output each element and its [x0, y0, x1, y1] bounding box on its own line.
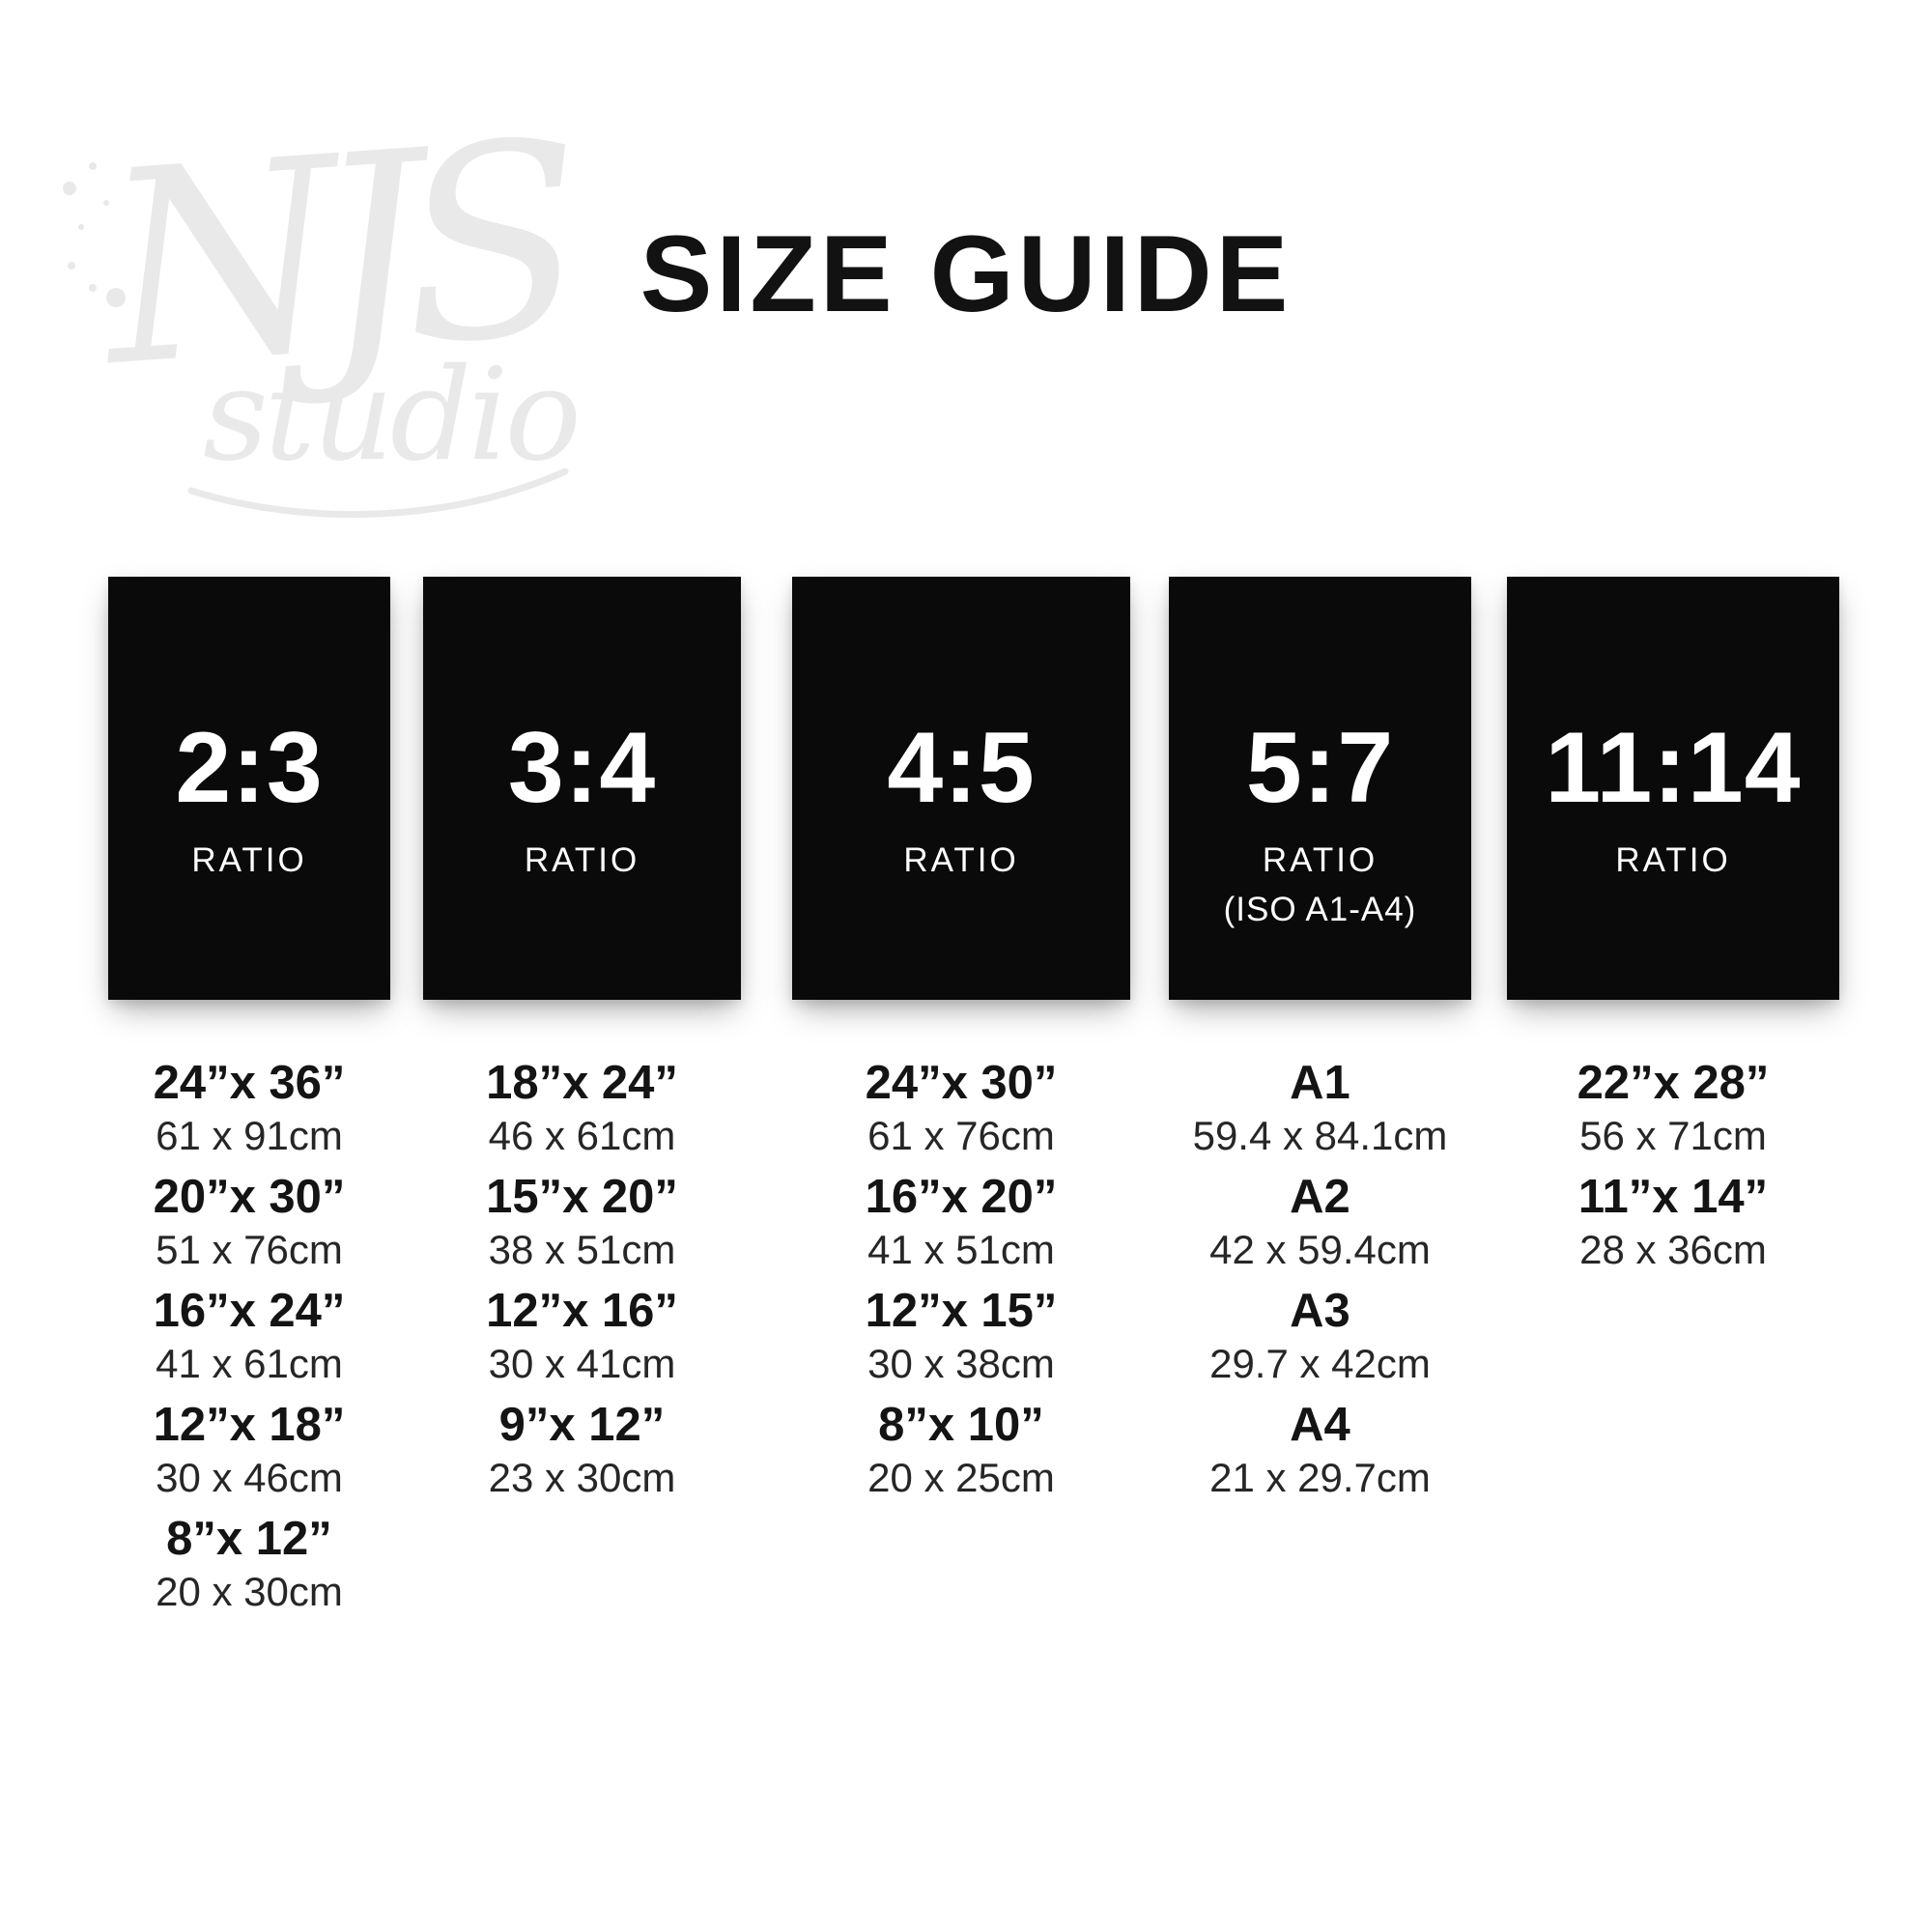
- size-centimeters: 59.4 x 84.1cm: [1192, 1113, 1448, 1158]
- size-centimeters: 21 x 29.7cm: [1209, 1455, 1431, 1500]
- size-centimeters: 30 x 46cm: [156, 1455, 343, 1500]
- size-list: 18”x 24” 46 x 61cm 15”x 20” 38 x 51cm 12…: [423, 1060, 741, 1516]
- size-item: A1 59.4 x 84.1cm: [1193, 1060, 1448, 1156]
- size-inches: 12”x 15”: [865, 1285, 1058, 1337]
- size-item: 24”x 30” 61 x 76cm: [866, 1060, 1058, 1156]
- size-list: 24”x 30” 61 x 76cm 16”x 20” 41 x 51cm 12…: [792, 1060, 1130, 1516]
- size-inches: 24”x 30”: [865, 1057, 1058, 1109]
- size-inches: 8”x 12”: [166, 1513, 332, 1565]
- size-item: 22”x 28” 56 x 71cm: [1577, 1060, 1770, 1156]
- size-centimeters: 30 x 41cm: [488, 1341, 676, 1386]
- ratio-label: RATIO: [1615, 841, 1731, 879]
- size-item: 9”x 12” 23 x 30cm: [489, 1402, 676, 1498]
- size-centimeters: 46 x 61cm: [488, 1113, 676, 1158]
- size-inches: A1: [1290, 1057, 1350, 1109]
- ratio-column: 2:3 RATIO 24”x 36” 61 x 91cm 20”x 30” 51…: [108, 577, 390, 1630]
- size-centimeters: 30 x 38cm: [867, 1341, 1055, 1386]
- size-inches: A2: [1290, 1171, 1350, 1223]
- ratio-card: 11:14 RATIO: [1507, 577, 1839, 1000]
- ratio-column: 5:7 RATIO (ISO A1-A4) A1 59.4 x 84.1cm A…: [1169, 577, 1471, 1516]
- ratio-card: 4:5 RATIO: [792, 577, 1130, 1000]
- size-inches: 11”x 14”: [1577, 1171, 1769, 1223]
- size-centimeters: 42 x 59.4cm: [1209, 1227, 1431, 1272]
- ratio-column: 4:5 RATIO 24”x 30” 61 x 76cm 16”x 20” 41…: [792, 577, 1130, 1516]
- size-item: 16”x 20” 41 x 51cm: [866, 1174, 1058, 1270]
- size-inches: 20”x 30”: [153, 1171, 346, 1223]
- size-item: 16”x 24” 41 x 61cm: [154, 1288, 346, 1384]
- size-inches: 22”x 28”: [1577, 1057, 1770, 1109]
- ratio-label: RATIO: [191, 841, 307, 879]
- ratio-card: 2:3 RATIO: [108, 577, 390, 1000]
- size-inches: 16”x 20”: [865, 1171, 1058, 1223]
- size-item: 12”x 16” 30 x 41cm: [486, 1288, 678, 1384]
- size-item: 15”x 20” 38 x 51cm: [486, 1174, 678, 1270]
- ratio-number: 3:4: [507, 712, 657, 824]
- ratio-column: 3:4 RATIO 18”x 24” 46 x 61cm 15”x 20” 38…: [423, 577, 741, 1516]
- size-centimeters: 23 x 30cm: [488, 1455, 676, 1500]
- size-centimeters: 29.7 x 42cm: [1209, 1341, 1431, 1386]
- size-centimeters: 20 x 25cm: [867, 1455, 1055, 1500]
- size-centimeters: 41 x 51cm: [867, 1227, 1055, 1272]
- size-centimeters: 38 x 51cm: [488, 1227, 676, 1272]
- size-item: A2 42 x 59.4cm: [1209, 1174, 1431, 1270]
- size-centimeters: 51 x 76cm: [156, 1227, 343, 1272]
- size-inches: 12”x 16”: [486, 1285, 678, 1337]
- size-centimeters: 41 x 61cm: [156, 1341, 343, 1386]
- ratio-number: 4:5: [887, 712, 1036, 824]
- size-list: A1 59.4 x 84.1cm A2 42 x 59.4cm A3 29.7 …: [1169, 1060, 1471, 1516]
- ratio-label: RATIO: [1262, 841, 1378, 879]
- iso-note: (ISO A1-A4): [1223, 891, 1417, 928]
- ratio-label: RATIO: [903, 841, 1019, 879]
- ratio-number: 11:14: [1545, 712, 1802, 824]
- page-title: SIZE GUIDE: [639, 213, 1293, 334]
- ratio-label: RATIO: [524, 841, 640, 879]
- size-item: 8”x 10” 20 x 25cm: [867, 1402, 1055, 1498]
- ratio-card: 3:4 RATIO: [423, 577, 741, 1000]
- size-list: 24”x 36” 61 x 91cm 20”x 30” 51 x 76cm 16…: [108, 1060, 390, 1630]
- size-inches: 16”x 24”: [153, 1285, 346, 1337]
- size-item: 12”x 18” 30 x 46cm: [154, 1402, 346, 1498]
- size-item: A3 29.7 x 42cm: [1209, 1288, 1431, 1384]
- ratio-number: 2:3: [175, 712, 324, 824]
- size-item: 20”x 30” 51 x 76cm: [154, 1174, 346, 1270]
- size-inches: A3: [1290, 1285, 1350, 1337]
- size-inches: 24”x 36”: [153, 1057, 346, 1109]
- size-inches: 18”x 24”: [486, 1057, 678, 1109]
- size-item: A4 21 x 29.7cm: [1209, 1402, 1431, 1498]
- ratio-column: 11:14 RATIO 22”x 28” 56 x 71cm 11”x 14” …: [1507, 577, 1839, 1288]
- size-item: 12”x 15” 30 x 38cm: [866, 1288, 1058, 1384]
- size-inches: 8”x 10”: [878, 1399, 1044, 1451]
- size-centimeters: 20 x 30cm: [156, 1569, 343, 1614]
- size-item: 11”x 14” 28 x 36cm: [1578, 1174, 1768, 1270]
- size-centimeters: 28 x 36cm: [1579, 1227, 1767, 1272]
- ratio-number: 5:7: [1245, 712, 1395, 824]
- size-centimeters: 61 x 91cm: [156, 1113, 343, 1158]
- size-item: 24”x 36” 61 x 91cm: [154, 1060, 346, 1156]
- size-item: 18”x 24” 46 x 61cm: [486, 1060, 678, 1156]
- size-centimeters: 56 x 71cm: [1579, 1113, 1767, 1158]
- size-centimeters: 61 x 76cm: [867, 1113, 1055, 1158]
- size-inches: 9”x 12”: [498, 1399, 666, 1451]
- size-list: 22”x 28” 56 x 71cm 11”x 14” 28 x 36cm: [1507, 1060, 1839, 1288]
- size-inches: 12”x 18”: [153, 1399, 346, 1451]
- size-inches: 15”x 20”: [486, 1171, 678, 1223]
- size-inches: A4: [1290, 1399, 1350, 1451]
- ratio-card: 5:7 RATIO (ISO A1-A4): [1169, 577, 1471, 1000]
- size-item: 8”x 12” 20 x 30cm: [156, 1516, 343, 1612]
